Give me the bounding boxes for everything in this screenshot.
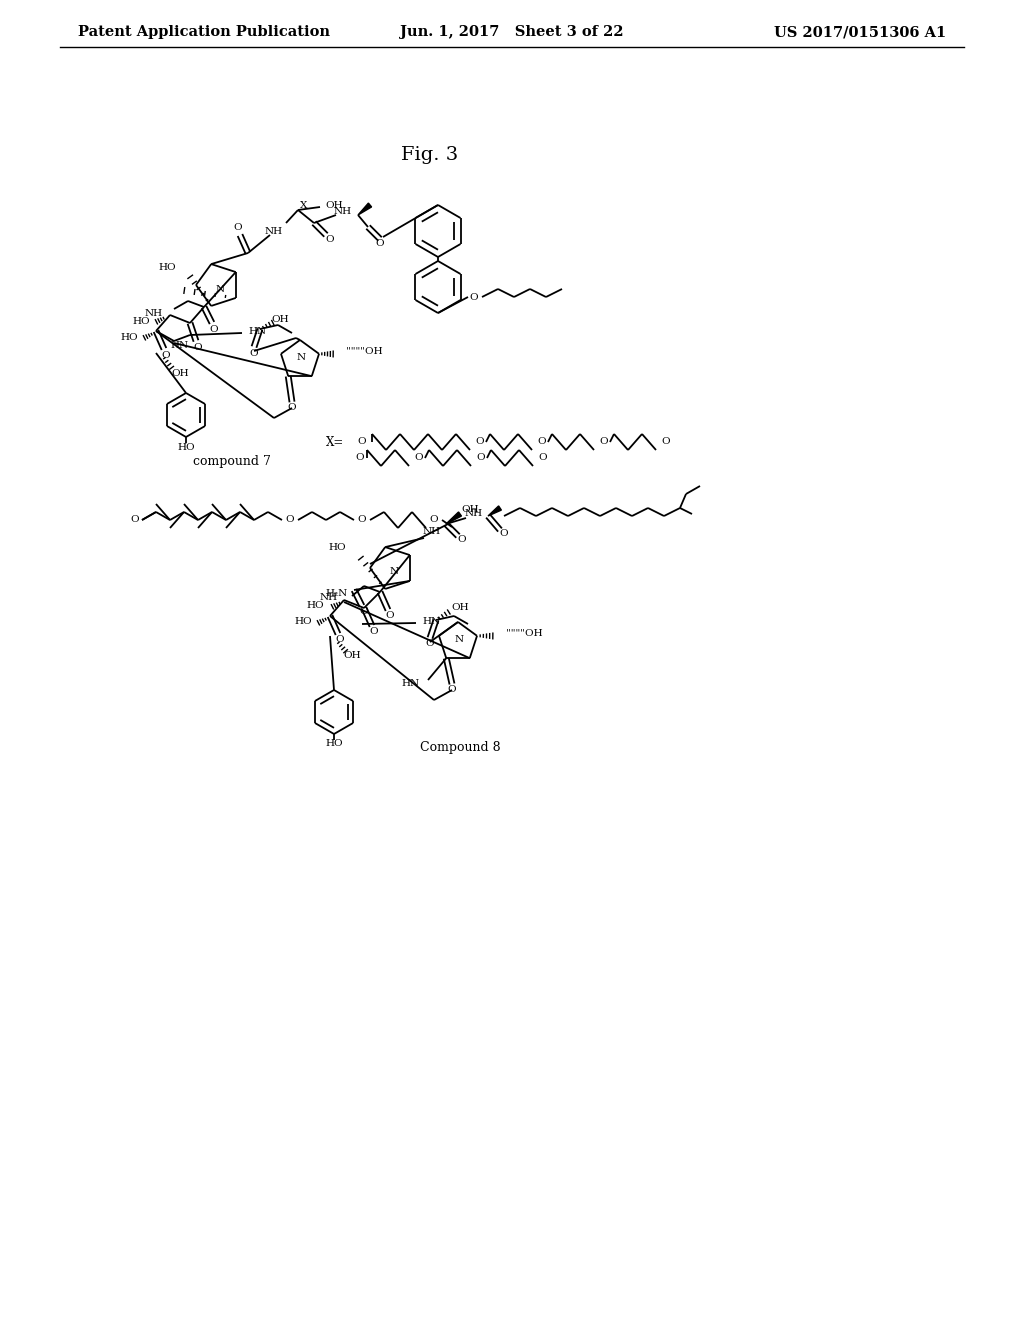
Text: N: N xyxy=(296,354,305,363)
Text: O: O xyxy=(326,235,334,244)
Text: Compound 8: Compound 8 xyxy=(420,742,501,755)
Text: OH: OH xyxy=(461,506,479,515)
Text: O: O xyxy=(210,325,218,334)
Text: HN: HN xyxy=(171,341,189,350)
Text: O: O xyxy=(130,516,138,524)
Text: HO: HO xyxy=(306,602,324,610)
Text: OH: OH xyxy=(171,368,188,378)
Text: N: N xyxy=(389,568,398,577)
Text: O: O xyxy=(539,454,547,462)
Text: O: O xyxy=(662,437,671,446)
Text: HO: HO xyxy=(121,333,138,342)
Text: O: O xyxy=(355,454,364,462)
Text: O: O xyxy=(415,454,423,462)
Text: NH: NH xyxy=(423,528,441,536)
Text: O: O xyxy=(458,536,466,544)
Text: O: O xyxy=(288,404,296,412)
Text: O: O xyxy=(376,239,384,248)
Text: O: O xyxy=(430,516,438,524)
Polygon shape xyxy=(358,203,372,215)
Text: NH: NH xyxy=(465,510,483,519)
Text: O: O xyxy=(357,516,367,524)
Text: HN: HN xyxy=(423,618,441,627)
Text: O: O xyxy=(336,635,344,644)
Text: Patent Application Publication: Patent Application Publication xyxy=(78,25,330,40)
Text: N: N xyxy=(455,635,464,644)
Text: """"OH: """"OH xyxy=(346,347,383,356)
Text: NH: NH xyxy=(144,309,163,318)
Text: O: O xyxy=(538,437,547,446)
Text: OH: OH xyxy=(343,652,360,660)
Text: OH: OH xyxy=(326,201,343,210)
Text: HO: HO xyxy=(159,263,176,272)
Text: HN: HN xyxy=(249,326,267,335)
Text: O: O xyxy=(600,437,608,446)
Text: O: O xyxy=(194,342,203,351)
Text: O: O xyxy=(357,437,367,446)
Text: O: O xyxy=(447,685,457,694)
Text: NH: NH xyxy=(265,227,283,235)
Text: OH: OH xyxy=(452,603,469,612)
Text: N: N xyxy=(215,285,224,293)
Text: compound 7: compound 7 xyxy=(194,455,271,469)
Text: O: O xyxy=(250,348,258,358)
Text: HO: HO xyxy=(177,442,195,451)
Text: O: O xyxy=(500,529,508,539)
Polygon shape xyxy=(446,512,462,524)
Text: NH: NH xyxy=(334,206,352,215)
Text: O: O xyxy=(426,639,434,648)
Text: O: O xyxy=(477,454,485,462)
Text: Jun. 1, 2017   Sheet 3 of 22: Jun. 1, 2017 Sheet 3 of 22 xyxy=(400,25,624,40)
Text: X=: X= xyxy=(326,436,344,449)
Text: NH: NH xyxy=(319,594,338,602)
Text: """"OH: """"OH xyxy=(506,630,543,639)
Text: O: O xyxy=(286,516,294,524)
Text: HO: HO xyxy=(326,739,343,748)
Text: HN: HN xyxy=(401,680,420,689)
Text: O: O xyxy=(476,437,484,446)
Text: O: O xyxy=(370,627,378,636)
Text: O: O xyxy=(470,293,478,301)
Polygon shape xyxy=(488,506,502,516)
Text: HO: HO xyxy=(294,618,312,627)
Text: O: O xyxy=(233,223,243,232)
Text: H₂N: H₂N xyxy=(326,590,348,598)
Text: US 2017/0151306 A1: US 2017/0151306 A1 xyxy=(774,25,946,40)
Text: O: O xyxy=(162,351,170,359)
Text: HO: HO xyxy=(132,317,150,326)
Text: OH: OH xyxy=(271,314,289,323)
Text: O: O xyxy=(359,607,369,616)
Text: X: X xyxy=(300,201,307,210)
Text: Fig. 3: Fig. 3 xyxy=(401,147,459,164)
Text: HO: HO xyxy=(329,544,346,553)
Text: O: O xyxy=(386,611,394,620)
